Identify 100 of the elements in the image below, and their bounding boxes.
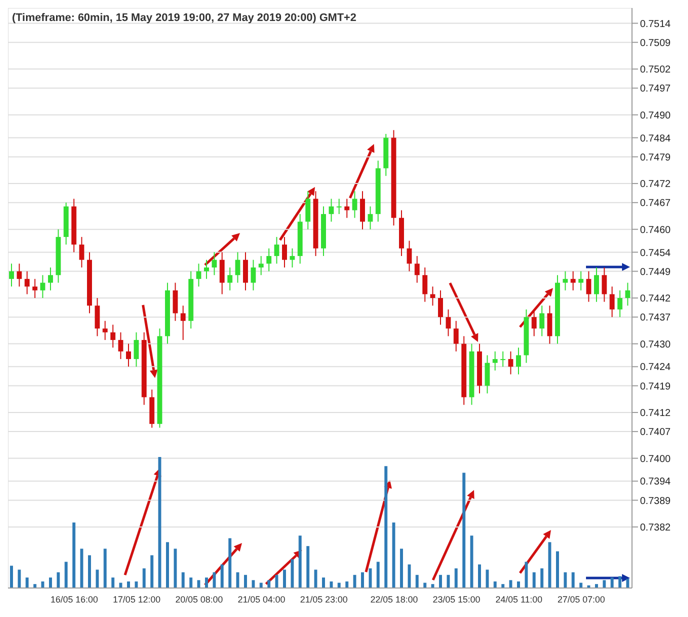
candlestick: [282, 236, 287, 268]
bar: [104, 548, 107, 588]
bar: [470, 536, 474, 588]
bar: [111, 578, 114, 588]
bar: [182, 572, 185, 588]
candlestick: [172, 282, 178, 322]
candlestick: [212, 252, 217, 276]
candlestick: [220, 252, 225, 295]
bar: [540, 568, 544, 588]
y-tick-label: 0.7382: [640, 522, 672, 534]
y-tick-label: 0.7424: [640, 362, 672, 374]
bar: [212, 572, 216, 588]
candlestick: [243, 252, 248, 291]
bar: [306, 546, 310, 588]
candlestick: [454, 320, 459, 352]
candlestick: [492, 350, 498, 371]
candlestick: [274, 236, 280, 264]
bar: [486, 570, 489, 588]
bar: [548, 542, 552, 588]
bar: [602, 580, 606, 588]
bar: [478, 564, 481, 588]
bar: [345, 581, 348, 588]
bar: [400, 548, 403, 588]
x-tick-label: 23/05 15:00: [432, 594, 480, 604]
candlestick: [594, 266, 599, 302]
bar: [275, 574, 278, 588]
candlestick: [32, 278, 38, 298]
candlestick: [625, 282, 630, 306]
bar: [353, 574, 356, 588]
bar: [88, 555, 91, 588]
candlestick: [406, 240, 412, 272]
y-tick-label: 0.7467: [640, 198, 672, 210]
candlestick: [118, 332, 124, 360]
candlestick: [438, 290, 443, 326]
y-tick-label: 0.7472: [640, 179, 672, 190]
candlestick: [617, 290, 622, 318]
candlestick: [79, 236, 84, 268]
bar: [610, 578, 614, 588]
bar: [166, 542, 169, 588]
x-tick-label: 22/05 18:00: [370, 594, 418, 604]
bar: [10, 566, 13, 588]
y-tick-label: 0.7497: [640, 84, 672, 95]
y-tick-label: 0.7394: [640, 476, 672, 488]
candlestick: [180, 305, 186, 340]
candlestick: [414, 256, 420, 284]
bar: [197, 580, 200, 588]
candlestick: [484, 354, 490, 394]
bar: [142, 568, 146, 588]
bar: [41, 581, 44, 588]
bar: [454, 568, 458, 588]
bar: [416, 574, 419, 588]
x-tick-label: 24/05 11:00: [495, 594, 542, 604]
bar: [228, 538, 232, 588]
x-tick-label: 16/05 16:00: [50, 594, 98, 604]
bar: [96, 570, 99, 588]
candlestick: [102, 320, 108, 340]
bar: [517, 581, 520, 588]
x-tick-label: 21/05 23:00: [300, 594, 348, 604]
candlestick: [508, 350, 514, 375]
bar: [64, 562, 68, 588]
y-tick-label: 0.7412: [640, 408, 672, 420]
y-tick-label: 0.7490: [640, 110, 672, 122]
candlestick: [516, 347, 521, 375]
bar: [376, 562, 380, 588]
bar: [244, 574, 247, 588]
bar: [72, 522, 76, 588]
candlestick: [602, 266, 607, 302]
candlestick: [328, 198, 334, 222]
candlestick: [305, 190, 310, 230]
x-tick-label: 17/05 12:00: [112, 594, 160, 604]
bar: [134, 581, 138, 588]
chart-title: (Timeframe: 60min, 15 May 2019 19:00, 27 May 2019 20:00) GMT+2: [12, 12, 356, 24]
candlestick: [368, 206, 373, 230]
y-tick-label: 0.7430: [640, 339, 672, 350]
y-tick-label: 0.7449: [640, 266, 672, 278]
candlestick: [547, 305, 552, 344]
y-tick-label: 0.7484: [640, 133, 672, 144]
candlestick: [446, 308, 451, 337]
candlestick: [9, 263, 14, 288]
bar: [330, 581, 333, 588]
candlestick: [48, 266, 53, 291]
bar: [174, 548, 177, 588]
candlestick: [40, 274, 46, 298]
candlestick: [430, 286, 436, 306]
candlestick: [110, 324, 116, 348]
bar: [408, 564, 411, 588]
y-tick-label: 0.7400: [640, 454, 672, 465]
x-tick-label: 21/05 04:00: [238, 594, 286, 604]
candlestick: [126, 343, 131, 368]
bar: [556, 551, 559, 588]
candlestick: [204, 259, 209, 280]
candlestick: [16, 263, 22, 288]
bar: [439, 574, 442, 588]
candlestick: [610, 286, 615, 318]
bar: [368, 568, 372, 588]
candlestick: [570, 270, 576, 291]
bar: [322, 578, 325, 588]
y-tick-label: 0.7407: [640, 427, 672, 438]
bar: [150, 555, 154, 588]
candlestick: [586, 270, 592, 302]
